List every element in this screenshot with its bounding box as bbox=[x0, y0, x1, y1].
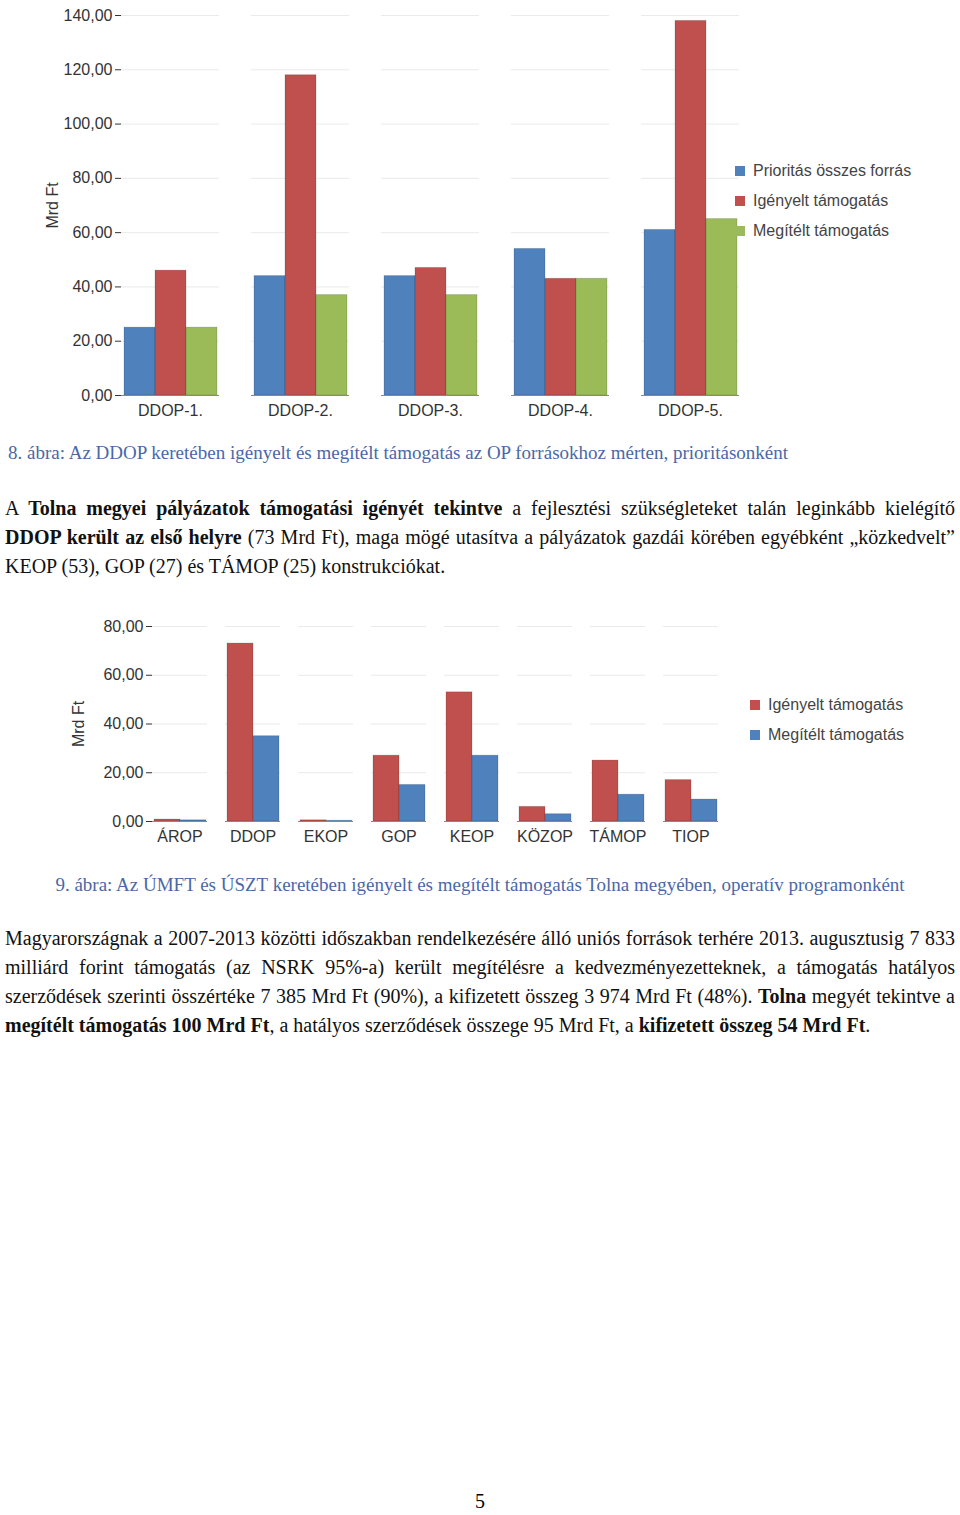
html-text:megítélt támogatás 100 Mrd Ft,: megítélt támogatás 100 Mrd Ft, a hatályo… bbox=[5, 1014, 871, 1036]
svg-text:80,00: 80,00 bbox=[103, 618, 143, 635]
svg-text:0,00: 0,00 bbox=[112, 813, 143, 830]
svg-text:EKOP: EKOP bbox=[304, 828, 348, 845]
svg-text:120,00: 120,00 bbox=[64, 61, 113, 78]
svg-text:40,00: 40,00 bbox=[72, 278, 112, 295]
svg-text:20,00: 20,00 bbox=[103, 764, 143, 781]
html-text:Prioritás összes forrás: Prioritás összes forrás bbox=[753, 162, 912, 179]
html-text:Megítélt támogatás: Megítélt támogatás bbox=[768, 726, 905, 743]
svg-text:140,00: 140,00 bbox=[64, 7, 113, 24]
svg-text:GOP: GOP bbox=[381, 828, 417, 845]
svg-text:TÁMOP: TÁMOP bbox=[590, 827, 647, 845]
svg-text:20,00: 20,00 bbox=[72, 332, 112, 349]
svg-text:0,00: 0,00 bbox=[81, 387, 112, 404]
html-text:8. ábra: Az DDOP keretében igé: 8. ábra: Az DDOP keretében igényelt és m… bbox=[8, 442, 788, 463]
html-text:9. ábra: Az ÚMFT és ÚSZT keret: 9. ábra: Az ÚMFT és ÚSZT keretében igény… bbox=[55, 874, 905, 895]
svg-text:Mrd Ft: Mrd Ft bbox=[70, 700, 87, 747]
html-text:Igényelt támogatás: Igényelt támogatás bbox=[768, 696, 904, 713]
svg-text:DDOP-2.: DDOP-2. bbox=[268, 402, 333, 419]
svg-text:60,00: 60,00 bbox=[103, 666, 143, 683]
svg-text:Mrd Ft: Mrd Ft bbox=[44, 182, 61, 229]
html-text:Magyarországnak a 2007-2013 kö: Magyarországnak a 2007-2013 közötti idős… bbox=[5, 927, 955, 1007]
svg-text:DDOP-1.: DDOP-1. bbox=[138, 402, 203, 419]
html-text:A Tolna megyei pályázatok támo: A Tolna megyei pályázatok támogatási igé… bbox=[5, 497, 955, 519]
html-text:5: 5 bbox=[475, 1490, 485, 1512]
html-text:DDOP került az első helyre (73: DDOP került az első helyre (73 Mrd Ft), … bbox=[5, 526, 955, 577]
svg-text:DDOP: DDOP bbox=[230, 828, 276, 845]
svg-text:KÖZOP: KÖZOP bbox=[517, 828, 573, 845]
svg-text:100,00: 100,00 bbox=[64, 115, 113, 132]
svg-text:DDOP-5.: DDOP-5. bbox=[658, 402, 723, 419]
svg-text:ÁROP: ÁROP bbox=[157, 827, 202, 845]
svg-text:KEOP: KEOP bbox=[450, 828, 494, 845]
svg-text:60,00: 60,00 bbox=[72, 224, 112, 241]
html-text:Megítélt támogatás: Megítélt támogatás bbox=[753, 222, 890, 239]
svg-text:DDOP-3.: DDOP-3. bbox=[398, 402, 463, 419]
svg-text:DDOP-4.: DDOP-4. bbox=[528, 402, 593, 419]
svg-text:80,00: 80,00 bbox=[72, 169, 112, 186]
svg-text:40,00: 40,00 bbox=[103, 715, 143, 732]
html-text:Igényelt támogatás: Igényelt támogatás bbox=[753, 192, 889, 209]
svg-text:TIOP: TIOP bbox=[672, 828, 709, 845]
